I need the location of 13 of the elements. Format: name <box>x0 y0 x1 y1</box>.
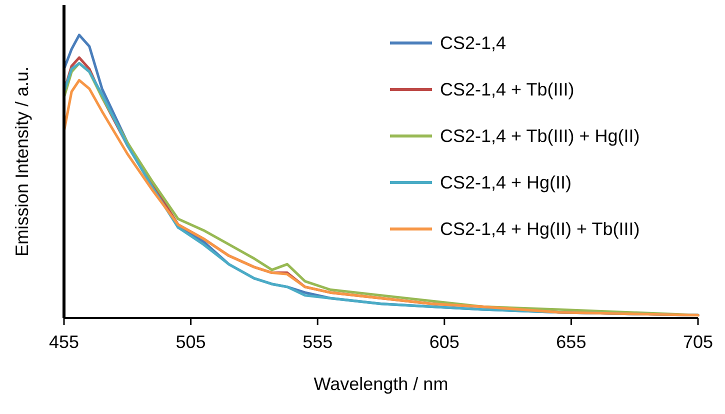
x-tick-label: 655 <box>556 332 586 352</box>
legend-label: CS2-1,4 + Tb(III) <box>440 80 574 100</box>
legend-label: CS2-1,4 + Hg(II) + Tb(III) <box>440 219 640 239</box>
x-tick-label: 455 <box>48 332 80 352</box>
legend-label: CS2-1,4 + Tb(III) + Hg(II) <box>440 126 640 146</box>
x-tick-label: 555 <box>302 332 333 352</box>
x-axis-title: Wavelength / nm <box>314 374 448 394</box>
y-axis-title: Emission Intensity / a.u. <box>12 66 32 257</box>
legend-label: CS2-1,4 <box>440 33 506 53</box>
legend-label: CS2-1,4 + Hg(II) <box>440 172 572 192</box>
x-tick-label: 605 <box>429 332 460 352</box>
x-tick-label: 505 <box>176 332 206 352</box>
x-tick-label: 705 <box>682 332 714 352</box>
